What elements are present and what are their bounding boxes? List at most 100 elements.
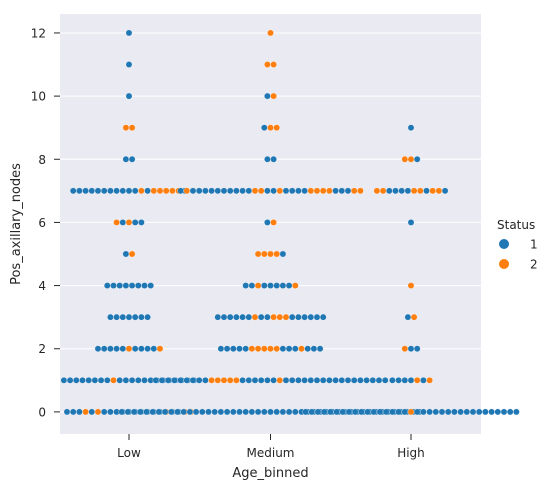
- data-point-low-10-status-1: [125, 92, 133, 100]
- data-point-high-0-status-1: [345, 408, 353, 416]
- data-point-medium-9-status-1: [261, 124, 268, 131]
- data-point-low-7-status-1: [82, 187, 89, 195]
- data-point-medium-0-status-1: [267, 408, 274, 416]
- data-point-medium-3-status-1: [264, 313, 271, 321]
- data-point-medium-2-status-1: [285, 345, 293, 352]
- data-point-medium-2-status-1: [310, 345, 318, 352]
- data-point-medium-12-status-2: [267, 29, 274, 37]
- data-point-low-1-status-1: [60, 377, 68, 384]
- data-point-low-0-status-1: [100, 408, 108, 416]
- data-point-low-2-status-1: [113, 345, 120, 352]
- data-point-high-2-status-1: [407, 345, 415, 352]
- data-point-high-0-status-1: [488, 408, 495, 416]
- data-point-high-1-status-1: [389, 377, 396, 384]
- data-point-low-7-status-1: [76, 187, 83, 195]
- data-point-low-7-status-1: [119, 187, 127, 195]
- data-point-medium-7-status-1: [344, 187, 352, 195]
- legend-label-2: 2: [530, 258, 538, 272]
- data-point-high-8-status-2: [407, 156, 415, 163]
- data-point-high-0-status-1: [339, 408, 347, 416]
- data-point-medium-7-status-1: [195, 187, 203, 195]
- data-point-medium-1-status-1: [375, 377, 383, 384]
- data-point-low-1-status-1: [116, 377, 123, 384]
- data-point-low-1-status-1: [141, 377, 148, 384]
- data-point-medium-3-status-1: [295, 313, 302, 321]
- data-point-low-9-status-2: [128, 124, 136, 131]
- data-point-medium-1-status-2: [276, 377, 284, 384]
- data-point-low-4-status-1: [147, 282, 154, 289]
- data-point-low-7-status-2: [156, 187, 164, 195]
- data-point-medium-2-status-1: [316, 345, 324, 352]
- data-point-high-0-status-1: [469, 408, 477, 416]
- data-point-medium-7-status-2: [357, 187, 364, 195]
- data-point-medium-7-status-1: [208, 187, 215, 195]
- data-point-low-4-status-1: [135, 282, 142, 289]
- data-point-high-0-status-1: [364, 408, 371, 416]
- data-point-low-6-status-1: [131, 219, 139, 226]
- x-axis-title: Age_binned: [232, 466, 308, 481]
- data-point-medium-4-status-1: [242, 282, 249, 289]
- data-point-low-7-status-1: [125, 187, 133, 195]
- data-point-high-1-status-2: [413, 377, 421, 384]
- data-point-medium-2-status-1: [279, 345, 287, 352]
- data-point-low-2-status-1: [144, 345, 151, 352]
- data-point-medium-0-status-1: [174, 408, 181, 416]
- data-point-high-7-status-2: [435, 187, 443, 195]
- data-point-medium-7-status-2: [276, 187, 284, 195]
- data-point-low-2-status-1: [131, 345, 139, 352]
- data-point-low-0-status-1: [63, 408, 71, 416]
- data-point-medium-1-status-1: [164, 377, 172, 384]
- data-point-medium-1-status-1: [183, 377, 191, 384]
- y-tick-label-4: 4: [38, 279, 46, 293]
- data-point-medium-7-status-1: [245, 187, 253, 195]
- data-point-medium-0-status-1: [143, 408, 150, 416]
- data-point-high-6-status-1: [407, 219, 415, 226]
- legend-title: Status: [497, 218, 535, 232]
- data-point-medium-0-status-1: [161, 408, 169, 416]
- data-point-medium-11-status-2: [264, 61, 271, 68]
- data-point-medium-7-status-2: [313, 187, 321, 195]
- data-point-medium-1-status-1: [301, 377, 308, 384]
- data-point-high-2-status-2: [401, 345, 409, 352]
- data-point-medium-1-status-2: [214, 377, 222, 384]
- data-point-medium-1-status-2: [220, 377, 228, 384]
- data-point-medium-4-status-1: [267, 282, 274, 289]
- data-point-medium-0-status-1: [168, 408, 175, 416]
- data-point-medium-1-status-1: [270, 377, 277, 384]
- data-point-medium-1-status-1: [313, 377, 321, 384]
- data-point-medium-7-status-1: [282, 187, 290, 195]
- data-point-high-8-status-2: [401, 156, 409, 163]
- data-point-medium-0-status-1: [205, 408, 212, 416]
- data-point-medium-3-status-1: [214, 313, 222, 321]
- data-point-medium-1-status-2: [226, 377, 234, 384]
- data-point-medium-2-status-1: [242, 345, 249, 352]
- data-point-low-6-status-1: [138, 219, 145, 226]
- data-point-high-3-status-1: [404, 313, 412, 321]
- data-point-medium-7-status-2: [326, 187, 333, 195]
- data-point-medium-1-status-1: [381, 377, 389, 384]
- data-point-medium-1-status-1: [282, 377, 290, 384]
- data-point-high-0-status-1: [475, 408, 483, 416]
- data-point-medium-5-status-1: [279, 250, 287, 258]
- data-point-medium-7-status-2: [307, 187, 315, 195]
- data-point-high-7-status-1: [404, 187, 412, 195]
- data-point-low-7-status-1: [113, 187, 120, 195]
- data-point-high-0-status-1: [500, 408, 508, 416]
- data-point-medium-7-status-2: [350, 187, 358, 195]
- data-point-high-0-status-1: [506, 408, 514, 416]
- data-point-high-0-status-1: [438, 408, 446, 416]
- data-point-high-0-status-1: [302, 408, 309, 416]
- data-point-medium-3-status-1: [319, 313, 327, 321]
- data-point-low-7-status-1: [69, 187, 77, 195]
- data-point-high-0-status-1: [358, 408, 365, 416]
- data-point-low-6-status-2: [125, 219, 133, 226]
- data-point-medium-1-status-1: [357, 377, 364, 384]
- data-point-medium-0-status-1: [292, 408, 299, 416]
- data-point-high-0-status-1: [513, 408, 520, 416]
- data-point-medium-1-status-2: [208, 377, 215, 384]
- data-point-high-0-status-1: [494, 408, 502, 416]
- data-point-medium-3-status-2: [251, 313, 259, 321]
- data-point-high-3-status-2: [410, 313, 418, 321]
- data-point-medium-1-status-1: [307, 377, 315, 384]
- data-point-medium-1-status-1: [177, 377, 184, 384]
